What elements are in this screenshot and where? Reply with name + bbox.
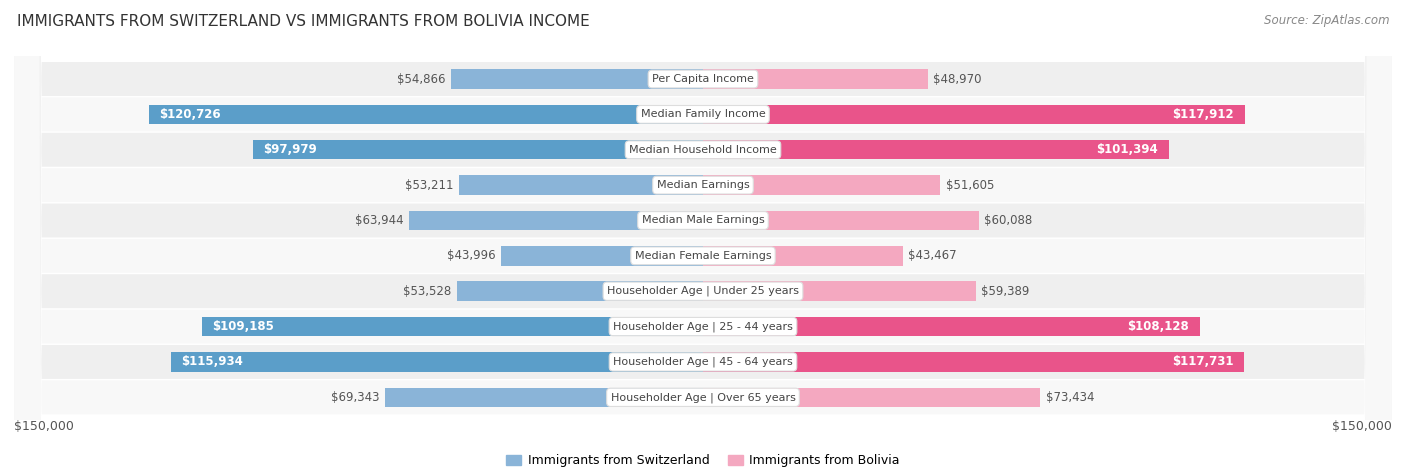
FancyBboxPatch shape xyxy=(14,0,1392,467)
Bar xyxy=(703,317,1199,336)
Bar xyxy=(703,352,1244,372)
Text: Median Family Income: Median Family Income xyxy=(641,109,765,120)
Bar xyxy=(703,105,1244,124)
Text: $43,996: $43,996 xyxy=(447,249,495,262)
FancyBboxPatch shape xyxy=(14,0,1392,467)
Text: $48,970: $48,970 xyxy=(934,72,981,85)
FancyBboxPatch shape xyxy=(14,0,1392,467)
Text: $59,389: $59,389 xyxy=(981,285,1029,298)
FancyBboxPatch shape xyxy=(14,0,1392,467)
Bar xyxy=(253,140,703,160)
Legend: Immigrants from Switzerland, Immigrants from Bolivia: Immigrants from Switzerland, Immigrants … xyxy=(502,449,904,467)
Text: $63,944: $63,944 xyxy=(356,214,404,227)
Text: $150,000: $150,000 xyxy=(14,420,75,433)
Text: Median Female Earnings: Median Female Earnings xyxy=(634,251,772,261)
Text: $97,979: $97,979 xyxy=(263,143,318,156)
Bar xyxy=(201,317,703,336)
Text: Median Earnings: Median Earnings xyxy=(657,180,749,190)
Text: $53,528: $53,528 xyxy=(404,285,451,298)
Bar xyxy=(170,352,703,372)
Bar xyxy=(703,211,979,230)
Text: $60,088: $60,088 xyxy=(984,214,1033,227)
Bar xyxy=(703,246,903,266)
Text: $120,726: $120,726 xyxy=(159,108,221,121)
Bar xyxy=(703,176,941,195)
FancyBboxPatch shape xyxy=(14,0,1392,467)
Text: $150,000: $150,000 xyxy=(1331,420,1392,433)
Text: $73,434: $73,434 xyxy=(1046,391,1094,404)
Text: $69,343: $69,343 xyxy=(330,391,380,404)
FancyBboxPatch shape xyxy=(14,0,1392,467)
Bar xyxy=(149,105,703,124)
Text: Median Household Income: Median Household Income xyxy=(628,145,778,155)
Text: $51,605: $51,605 xyxy=(945,178,994,191)
Text: IMMIGRANTS FROM SWITZERLAND VS IMMIGRANTS FROM BOLIVIA INCOME: IMMIGRANTS FROM SWITZERLAND VS IMMIGRANT… xyxy=(17,14,589,29)
Text: Source: ZipAtlas.com: Source: ZipAtlas.com xyxy=(1264,14,1389,27)
Bar xyxy=(703,282,976,301)
Text: $54,866: $54,866 xyxy=(396,72,446,85)
Text: $117,731: $117,731 xyxy=(1171,355,1233,368)
FancyBboxPatch shape xyxy=(14,0,1392,467)
Bar xyxy=(458,176,703,195)
Text: Householder Age | 25 - 44 years: Householder Age | 25 - 44 years xyxy=(613,321,793,332)
Bar xyxy=(501,246,703,266)
Text: Median Male Earnings: Median Male Earnings xyxy=(641,215,765,226)
Text: Householder Age | 45 - 64 years: Householder Age | 45 - 64 years xyxy=(613,357,793,367)
Text: $101,394: $101,394 xyxy=(1097,143,1159,156)
Text: $108,128: $108,128 xyxy=(1128,320,1189,333)
Bar xyxy=(384,388,703,407)
Text: $109,185: $109,185 xyxy=(212,320,274,333)
FancyBboxPatch shape xyxy=(14,0,1392,467)
Text: $43,467: $43,467 xyxy=(908,249,956,262)
Bar xyxy=(451,69,703,89)
FancyBboxPatch shape xyxy=(14,0,1392,467)
Text: Per Capita Income: Per Capita Income xyxy=(652,74,754,84)
Bar xyxy=(457,282,703,301)
FancyBboxPatch shape xyxy=(14,0,1392,467)
Bar xyxy=(703,140,1168,160)
Text: $115,934: $115,934 xyxy=(181,355,243,368)
Bar xyxy=(703,69,928,89)
Bar xyxy=(409,211,703,230)
Text: Householder Age | Over 65 years: Householder Age | Over 65 years xyxy=(610,392,796,403)
Text: Householder Age | Under 25 years: Householder Age | Under 25 years xyxy=(607,286,799,297)
Bar xyxy=(703,388,1040,407)
Text: $117,912: $117,912 xyxy=(1173,108,1234,121)
Text: $53,211: $53,211 xyxy=(405,178,453,191)
